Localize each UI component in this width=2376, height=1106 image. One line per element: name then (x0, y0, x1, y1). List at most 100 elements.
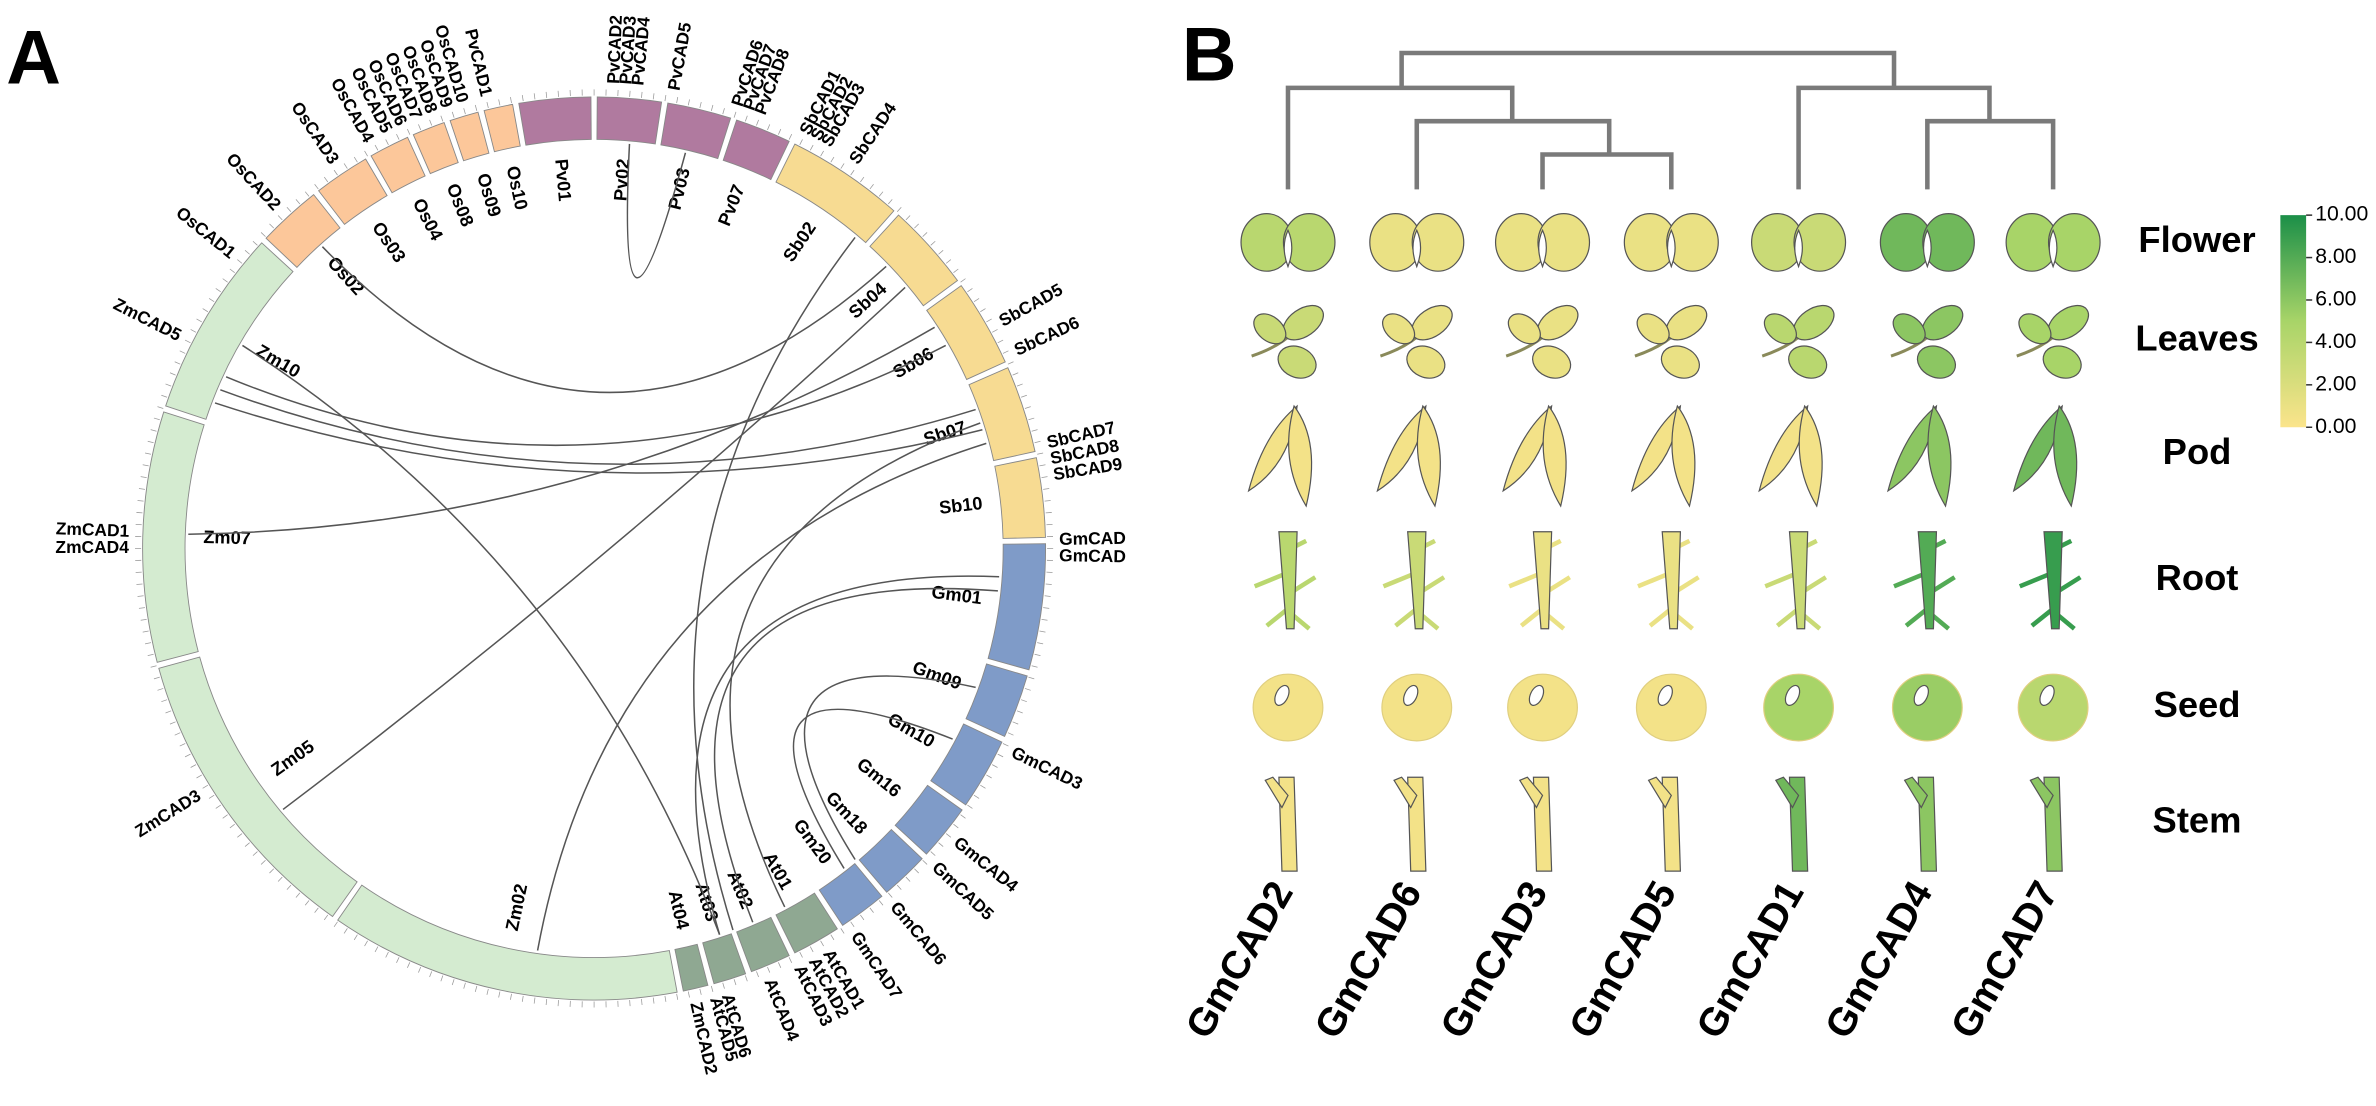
notch (1922, 228, 1932, 269)
tissue-icon (1502, 404, 1567, 508)
ring-tick (710, 104, 714, 111)
ring-tick (323, 914, 329, 921)
row-label: Stem (2153, 799, 2242, 840)
pod (1542, 404, 1567, 508)
chromosome (317, 158, 388, 225)
hilum (1403, 684, 1419, 706)
ring-tick (184, 339, 191, 344)
notch (2048, 228, 2058, 269)
ring-tick (840, 928, 845, 934)
stem-branch (1264, 776, 1289, 809)
column-label: GmCAD2 (1177, 874, 1302, 1046)
ring-tick (157, 406, 164, 409)
root (1407, 531, 1427, 630)
ring-tick (722, 108, 725, 115)
chromosome-label: Sb04 (845, 278, 891, 323)
ring-tick (237, 833, 243, 838)
ring-tick (767, 966, 771, 973)
tissue-icon (1637, 531, 1700, 631)
ring-tick (269, 223, 275, 229)
chromosome (165, 242, 294, 420)
colorbar-label: 10.00 (2315, 203, 2368, 226)
ring-tick (1034, 440, 1041, 444)
pod (1927, 404, 1952, 508)
cotyledon (1537, 213, 1591, 272)
chromosome (660, 102, 732, 160)
ring-tick (809, 946, 814, 953)
column-label: GmCAD1 (1688, 874, 1813, 1046)
leaf (2018, 313, 2052, 345)
chromosome-label: Gm16 (853, 754, 905, 801)
ring-tick (314, 907, 319, 913)
ring-tick (914, 868, 919, 874)
ring-tick (967, 288, 973, 293)
ring-tick (930, 240, 936, 246)
pod (1798, 404, 1823, 508)
pod (1416, 404, 1441, 508)
tissue-icon (1253, 531, 1317, 631)
chromosome (142, 411, 205, 663)
ring-tick (1034, 653, 1041, 656)
ring-tick (676, 97, 679, 104)
tissue-icon (1382, 531, 1446, 631)
notch (1666, 228, 1676, 269)
tissue-icon (1893, 531, 1956, 631)
ring-tick (860, 176, 865, 183)
notch (1538, 228, 1547, 269)
gene-label: PvCAD2 (603, 15, 626, 84)
chromosome (775, 143, 895, 244)
cotyledon (1793, 213, 1847, 272)
ring-tick (374, 144, 379, 151)
ring-tick (202, 784, 209, 789)
gene-label: ZmCAD4 (55, 537, 129, 557)
ring-tick (165, 383, 172, 387)
row-label: Root (2156, 557, 2239, 598)
ring-tick (215, 804, 221, 809)
tissue-icon (1630, 404, 1696, 508)
tissue-icon (1891, 673, 1963, 742)
dendro-branch (1399, 50, 1897, 88)
colorbar-label: 4.00 (2315, 330, 2356, 353)
tissue-icon (1879, 213, 1975, 272)
ring-tick (733, 979, 737, 986)
ring-tick (1002, 743, 1009, 747)
dendro-branch (1540, 152, 1674, 190)
gene-label: GmCAD (1059, 545, 1126, 566)
pod (1671, 404, 1696, 508)
ring-tick (744, 975, 748, 982)
ring-tick (545, 998, 548, 1006)
ring-tick (215, 288, 221, 293)
ring-tick (767, 124, 771, 131)
notch (1794, 228, 1803, 269)
ring-tick (840, 163, 845, 169)
ring-tick (153, 676, 160, 680)
ring-tick (1041, 618, 1048, 621)
ring-tick (1020, 699, 1027, 703)
tissue-icon (1264, 776, 1298, 872)
ring-tick (304, 900, 310, 906)
link (729, 422, 981, 908)
chromosome (518, 96, 592, 146)
ring-tick (986, 774, 992, 779)
ring-tick (756, 119, 759, 126)
ring-tick (1028, 676, 1035, 680)
gene-label: ZmCAD5 (110, 294, 185, 345)
tissue-icon (1903, 776, 1938, 872)
ring-tick (229, 268, 235, 273)
chromosome-label: Sb02 (779, 218, 820, 265)
ring-tick (286, 884, 292, 890)
link (188, 326, 936, 536)
ring-tick (820, 150, 824, 157)
ring-tick (222, 278, 228, 283)
ring-tick (498, 991, 501, 998)
ring-tick (179, 743, 186, 747)
ring-tick (676, 993, 679, 1000)
tissue-icon (2016, 304, 2090, 379)
gene-label: OsCAD1 (172, 202, 240, 262)
ring-tick (756, 971, 759, 978)
ring-tick (440, 975, 444, 982)
gene-label: PvCAD5 (664, 20, 696, 91)
ring-tick (1007, 732, 1014, 736)
ring-tick (1039, 464, 1046, 467)
chromosome-label: Os02 (324, 253, 369, 299)
